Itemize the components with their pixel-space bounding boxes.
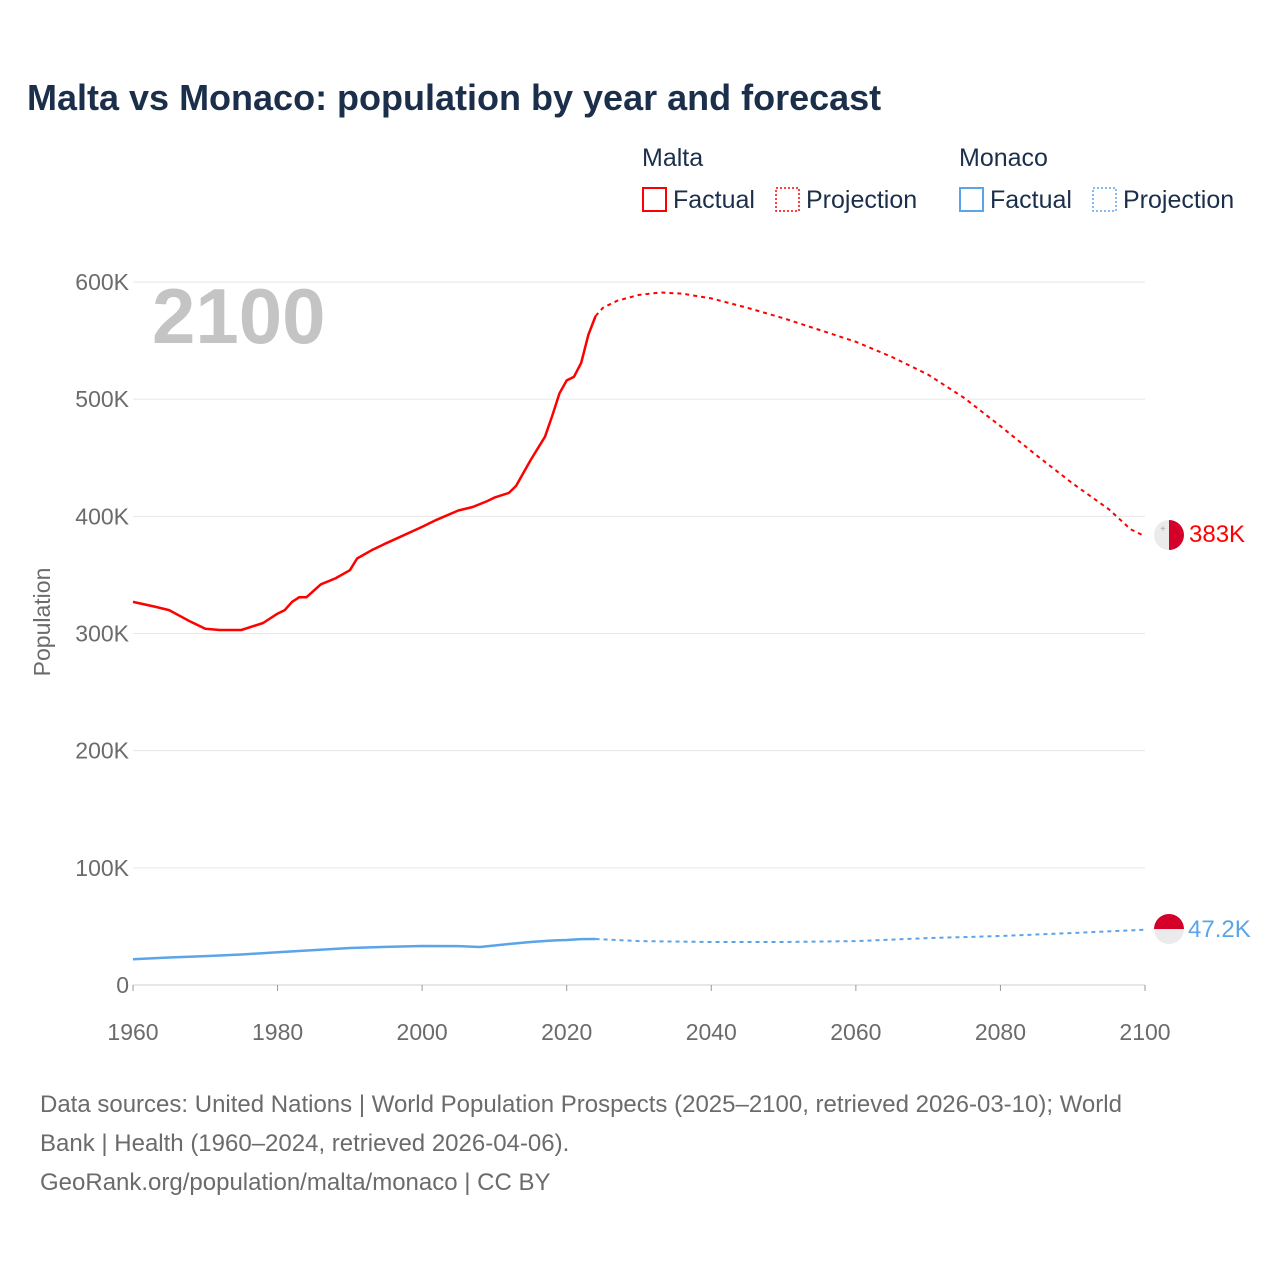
legend-group-malta: Malta bbox=[642, 144, 703, 172]
malta-end-value: 383K bbox=[1189, 521, 1245, 548]
monaco-end-value: 47.2K bbox=[1188, 916, 1251, 943]
y-tick-label: 100K bbox=[75, 855, 129, 881]
x-tick-label: 2080 bbox=[975, 1019, 1026, 1045]
chart-title: Malta vs Monaco: population by year and … bbox=[27, 77, 881, 118]
y-tick-label: 600K bbox=[75, 269, 129, 295]
legend-swatch-malta-projection bbox=[775, 187, 800, 212]
legend-swatch-malta-factual bbox=[642, 187, 667, 212]
legend-item-malta-factual[interactable]: Factual bbox=[673, 186, 755, 214]
source-link[interactable]: GeoRank.org/population/malta/monaco | CC… bbox=[40, 1169, 551, 1196]
year-label: 2100 bbox=[152, 272, 326, 360]
gridlines bbox=[133, 281, 1145, 986]
malta-factual-line bbox=[132, 315, 597, 632]
y-tick-label: 200K bbox=[75, 738, 129, 764]
monaco-projection-line bbox=[595, 928, 1146, 943]
legend-swatch-monaco-factual bbox=[959, 187, 984, 212]
x-tick-label: 2100 bbox=[1119, 1019, 1170, 1045]
x-tick-label: 1980 bbox=[252, 1019, 303, 1045]
y-axis-label: Population bbox=[29, 568, 55, 677]
y-tick-label: 300K bbox=[75, 621, 129, 647]
legend: Malta Factual Projection Monaco Factual … bbox=[642, 144, 1234, 214]
x-tick-label: 2060 bbox=[830, 1019, 881, 1045]
legend-group-monaco: Monaco bbox=[959, 144, 1048, 172]
legend-swatch-monaco-projection bbox=[1092, 187, 1117, 212]
svg-text:+: + bbox=[1160, 524, 1166, 535]
legend-item-monaco-projection[interactable]: Projection bbox=[1123, 186, 1234, 214]
malta-projection-line bbox=[594, 291, 1146, 538]
x-tick-label: 1960 bbox=[107, 1019, 158, 1045]
source-line-2: Bank | Health (1960–2024, retrieved 2026… bbox=[40, 1130, 569, 1157]
legend-item-monaco-factual[interactable]: Factual bbox=[990, 186, 1072, 214]
y-tick-label: 0 bbox=[116, 972, 129, 998]
y-tick-label: 400K bbox=[75, 503, 129, 529]
y-axis: 0 100K 200K 300K 400K 500K 600K bbox=[75, 269, 129, 998]
series-lines bbox=[132, 291, 1146, 961]
monaco-flag-icon bbox=[1154, 914, 1184, 944]
x-axis: 1960 1980 2000 2020 2040 2060 2080 2100 bbox=[107, 985, 1171, 1045]
monaco-factual-line bbox=[132, 937, 596, 961]
y-tick-label: 500K bbox=[75, 386, 129, 412]
monaco-end-marker: 47.2K bbox=[1154, 914, 1251, 944]
malta-end-marker: + 383K bbox=[1154, 520, 1245, 550]
malta-flag-icon: + bbox=[1154, 520, 1184, 550]
x-tick-label: 2020 bbox=[541, 1019, 592, 1045]
x-tick-label: 2000 bbox=[397, 1019, 448, 1045]
source-line-1: Data sources: United Nations | World Pop… bbox=[40, 1091, 1122, 1118]
sources: Data sources: United Nations | World Pop… bbox=[40, 1091, 1122, 1196]
legend-item-malta-projection[interactable]: Projection bbox=[806, 186, 917, 214]
x-tick-label: 2040 bbox=[686, 1019, 737, 1045]
